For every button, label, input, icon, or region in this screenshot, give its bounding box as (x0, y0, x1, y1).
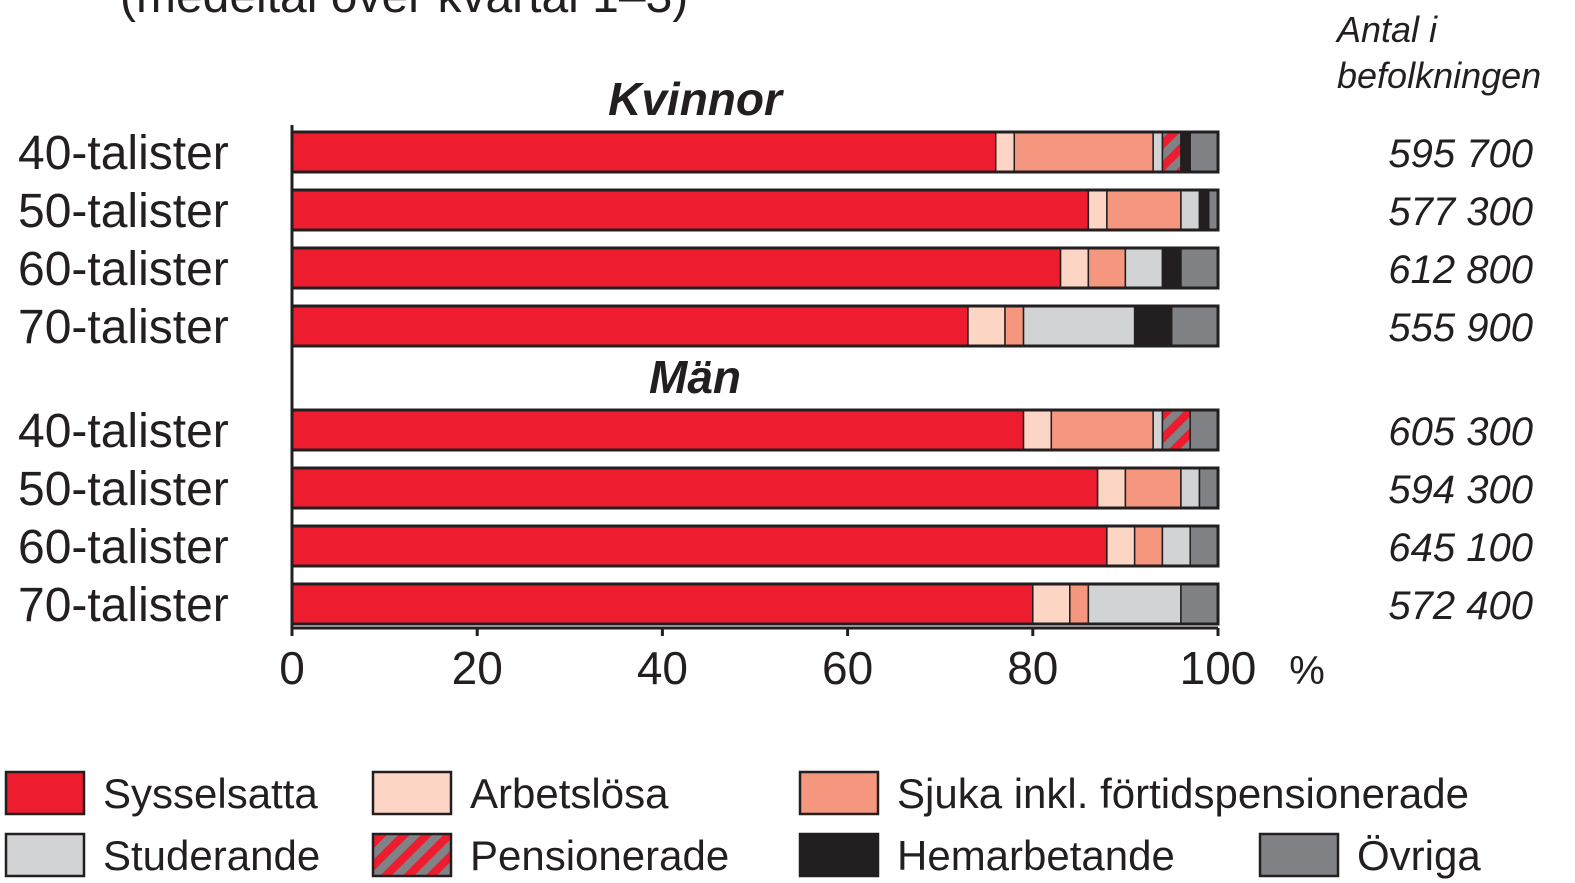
bar-segment (1096, 467, 1127, 509)
bar-segment (291, 583, 1034, 625)
legend-swatch (1258, 832, 1340, 878)
bar-segment (1189, 409, 1219, 451)
bar-segment (1013, 131, 1154, 173)
bar-segment (291, 247, 1062, 289)
x-tick-label: 100 (1180, 642, 1257, 694)
legend-label: Sysselsatta (103, 770, 318, 817)
category-label: 70-talister (18, 301, 229, 354)
category-label: 40-talister (18, 405, 229, 458)
bar-segment (291, 525, 1108, 567)
bar-segment (291, 305, 969, 347)
category-label: 50-talister (18, 463, 229, 516)
bar-segment (1106, 189, 1182, 231)
bar-segment (1087, 189, 1108, 231)
legend-swatch (798, 832, 880, 878)
bar-segment (967, 305, 1006, 347)
legend-swatch (4, 832, 86, 878)
bar-segment (1133, 305, 1173, 347)
x-tick-label: 20 (452, 642, 503, 694)
population-title: Antal i (1335, 9, 1438, 50)
population-label: 594 300 (1388, 468, 1533, 512)
population-label: 577 300 (1388, 190, 1533, 234)
bar-segment (1189, 525, 1219, 567)
bar-segment (1087, 583, 1182, 625)
group-label: Män (649, 351, 741, 403)
legend-label: Pensionerade (470, 832, 729, 879)
bar-segment (1133, 525, 1164, 567)
group-label: Kvinnor (608, 73, 784, 125)
category-label: 60-talister (18, 521, 229, 574)
legend-swatch (4, 770, 86, 816)
bar-segment (291, 189, 1090, 231)
population-label: 572 400 (1388, 584, 1533, 628)
category-label: 40-talister (18, 127, 229, 180)
bar-segment (1022, 305, 1136, 347)
category-label: 70-talister (18, 579, 229, 632)
bar-segment (1069, 583, 1090, 625)
bar-segment (1161, 131, 1182, 173)
bar-segment (1189, 131, 1219, 173)
bar-segment (1004, 305, 1025, 347)
legend-swatch (798, 770, 880, 816)
legend-label: Sjuka inkl. förtidspensionerade (897, 770, 1469, 817)
population-title: befolkningen (1337, 55, 1541, 96)
legend-label: Arbetslösa (470, 770, 669, 817)
x-tick-label: 60 (822, 642, 873, 694)
category-label: 60-talister (18, 243, 229, 296)
bar-segment (1124, 467, 1182, 509)
bar-segment (1124, 247, 1164, 289)
population-label: 645 100 (1388, 526, 1533, 570)
bar-segment (1180, 247, 1219, 289)
bar-segment (1170, 305, 1219, 347)
bar-segment (1022, 409, 1053, 451)
legend-label: Studerande (103, 832, 320, 879)
bar-segment (1050, 409, 1154, 451)
bar-segment (291, 409, 1025, 451)
x-tick-label: 40 (637, 642, 688, 694)
bar-segment (1180, 189, 1201, 231)
subtitle: (medeltal över kvartal 1–3) (120, 0, 688, 23)
bar-segment (995, 131, 1016, 173)
legend-label: Övriga (1357, 832, 1481, 879)
bar-segment (1106, 525, 1136, 567)
legend-swatch (371, 832, 453, 878)
population-label: 595 700 (1388, 132, 1533, 176)
legend-label: Hemarbetande (897, 832, 1175, 879)
x-tick-label: 80 (1007, 642, 1058, 694)
bar-segment (1059, 247, 1090, 289)
bar-segment (1161, 409, 1191, 451)
x-tick-label: 0 (279, 642, 305, 694)
x-unit: % (1289, 649, 1325, 693)
category-label: 50-talister (18, 185, 229, 238)
population-label: 612 800 (1388, 248, 1533, 292)
bar-segment (1152, 131, 1164, 173)
population-label: 555 900 (1388, 306, 1533, 350)
bar-segment (291, 467, 1099, 509)
bar-segment (291, 131, 997, 173)
bar-segment (1198, 467, 1219, 509)
legend-swatch (371, 770, 453, 816)
bar-segment (1152, 409, 1164, 451)
population-label: 605 300 (1388, 410, 1533, 454)
bar-segment (1180, 131, 1191, 173)
bar-segment (1180, 583, 1219, 625)
bar-segment (1198, 189, 1210, 231)
bar-segment (1161, 247, 1182, 289)
bar-segment (1161, 525, 1191, 567)
bar-segment (1180, 467, 1201, 509)
bar-segment (1087, 247, 1127, 289)
bar-segment (1032, 583, 1071, 625)
